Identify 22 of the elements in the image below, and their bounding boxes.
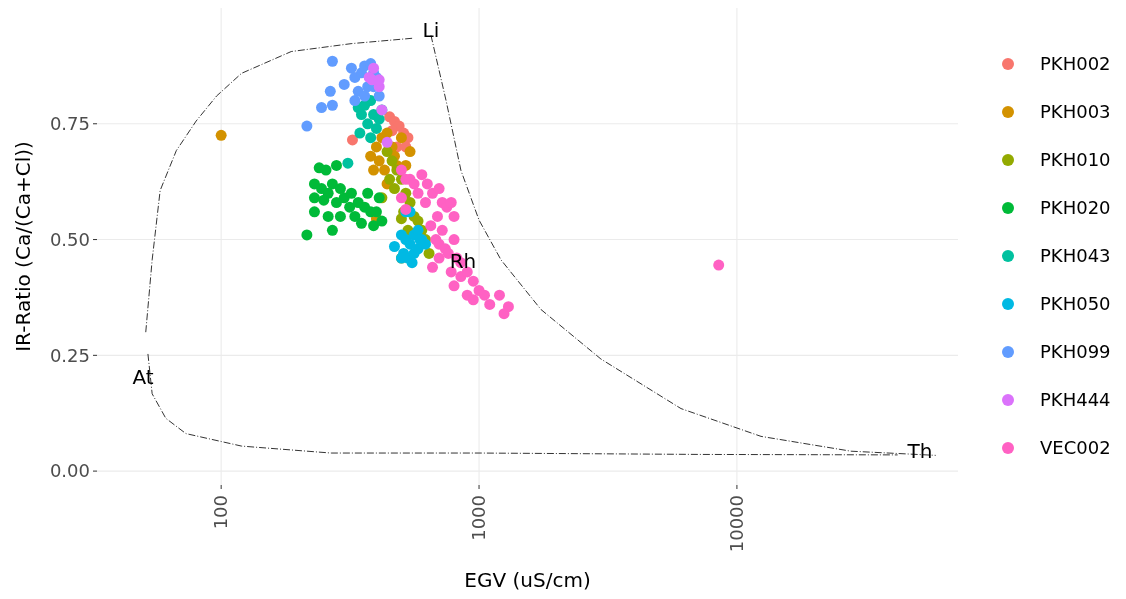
y-axis-title: IR-Ratio (Ca/(Ca+Cl)) bbox=[11, 141, 35, 352]
legend-label: PKH444 bbox=[1040, 389, 1111, 411]
x-tick-label: 10000 bbox=[725, 495, 747, 553]
legend-label: PKH050 bbox=[1040, 293, 1111, 315]
legend-label: PKH010 bbox=[1040, 149, 1111, 171]
y-tick-label: 0.50 bbox=[49, 228, 90, 250]
x-tick-label: 1000 bbox=[468, 495, 490, 541]
y-tick-label: 0.25 bbox=[49, 344, 90, 366]
legend-label: PKH020 bbox=[1040, 197, 1111, 219]
legend-label: VEC002 bbox=[1040, 437, 1111, 459]
annotation: At bbox=[132, 364, 154, 389]
legend-label: PKH043 bbox=[1040, 245, 1111, 267]
annotation: Rh bbox=[449, 249, 477, 274]
annotation: Li bbox=[422, 17, 440, 42]
y-tick-label: 0.00 bbox=[49, 460, 90, 482]
legend-label: PKH002 bbox=[1040, 53, 1111, 75]
x-tick-label: 100 bbox=[210, 495, 232, 530]
annotation: Th bbox=[906, 438, 933, 463]
legend-label: PKH099 bbox=[1040, 341, 1111, 363]
legend-label: PKH003 bbox=[1040, 101, 1111, 123]
y-tick-label: 0.75 bbox=[49, 113, 90, 135]
x-axis-title: EGV (uS/cm) bbox=[464, 568, 591, 592]
